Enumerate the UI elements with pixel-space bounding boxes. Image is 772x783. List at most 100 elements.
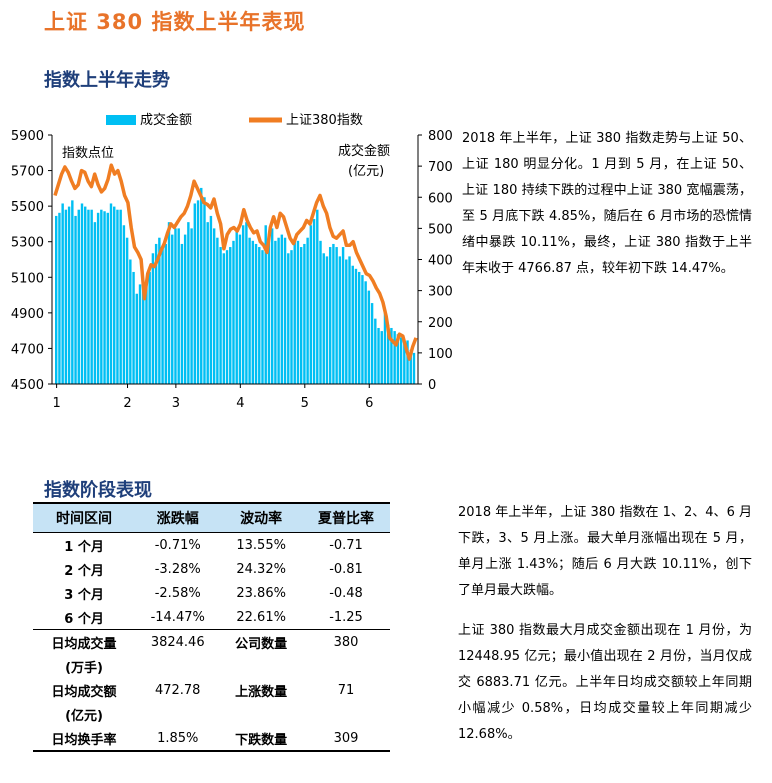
daily-turnover-value: 472.78 bbox=[154, 682, 201, 698]
turnover-bar bbox=[151, 253, 155, 384]
turnover-bar bbox=[377, 327, 380, 384]
daily-volume-value: 3824.46 bbox=[135, 629, 221, 654]
turnover-bar bbox=[380, 331, 383, 384]
turnover-bar bbox=[196, 200, 200, 384]
table-row: 3 个月 -2.58% 23.86% -0.48 bbox=[33, 581, 390, 605]
turnover-bar bbox=[132, 271, 135, 384]
turnover-bar bbox=[296, 240, 300, 384]
volatility-cell: 13.55% bbox=[236, 537, 286, 553]
turnover-bar bbox=[154, 243, 158, 384]
right-tick-label: 100 bbox=[428, 347, 453, 362]
turnover-bar bbox=[412, 352, 416, 385]
page-title: 上证 380 指数上半年表现 bbox=[44, 10, 306, 34]
volatility-cell: 24.32% bbox=[236, 561, 286, 577]
turnover-bar bbox=[183, 234, 187, 384]
volatility-cell: 23.86% bbox=[236, 585, 286, 601]
turnover-bar bbox=[106, 212, 109, 384]
turnover-bar bbox=[216, 237, 219, 384]
turnover-bar bbox=[55, 215, 58, 384]
turnover-bar bbox=[145, 287, 148, 384]
turnover-bar bbox=[277, 237, 280, 384]
turnover-bar bbox=[100, 209, 103, 384]
daily-turnover-unit: (亿元) bbox=[65, 708, 103, 724]
turnover-bar bbox=[364, 281, 367, 384]
left-tick-label: 5500 bbox=[11, 200, 44, 215]
left-tick-label: 4700 bbox=[11, 342, 44, 357]
turnover-bar bbox=[370, 303, 374, 384]
turnover-bar bbox=[171, 234, 174, 384]
turnover-bar bbox=[180, 243, 184, 384]
turnover-bar bbox=[293, 240, 296, 384]
turnover-bar bbox=[403, 343, 406, 384]
turnover-bar bbox=[158, 237, 161, 384]
turnover-bar bbox=[325, 256, 329, 384]
turnover-bar bbox=[109, 203, 113, 384]
falling-count-value: 309 bbox=[333, 730, 359, 746]
turnover-bar bbox=[232, 240, 235, 384]
change-cell: -14.47% bbox=[150, 609, 205, 625]
sharpe-cell: -1.25 bbox=[329, 609, 363, 625]
turnover-bar bbox=[174, 228, 177, 385]
right-tick-label: 800 bbox=[428, 129, 453, 144]
right-tick-label: 0 bbox=[428, 378, 436, 393]
sharpe-cell: -0.71 bbox=[329, 537, 363, 553]
left-tick-label: 5700 bbox=[11, 165, 44, 180]
turnover-bar bbox=[80, 203, 84, 384]
right-tick-label: 200 bbox=[428, 316, 453, 331]
turnover-bar bbox=[351, 265, 354, 384]
chart-section-title: 指数上半年走势 bbox=[44, 70, 170, 91]
chart-ticks: 5900570055005300510049004700450080070060… bbox=[11, 129, 453, 411]
turnover-bar bbox=[116, 209, 119, 384]
turnover-bars bbox=[55, 187, 416, 385]
rising-count-value: 71 bbox=[337, 682, 355, 698]
turnover-bar bbox=[67, 206, 71, 384]
empty-cell bbox=[220, 654, 302, 678]
daily-turnover-label: 日均成交额 bbox=[51, 684, 117, 700]
turnover-bar bbox=[393, 331, 396, 384]
turnover-bar bbox=[77, 209, 80, 384]
legend-line-label: 上证380指数 bbox=[286, 113, 363, 128]
table-row: 1 个月 -0.71% 13.55% -0.71 bbox=[33, 533, 390, 558]
turnover-bar bbox=[167, 222, 171, 384]
turnover-bar bbox=[261, 250, 264, 384]
turnover-bar bbox=[248, 237, 251, 384]
turnover-bar bbox=[309, 225, 313, 384]
turnover-bar bbox=[103, 211, 106, 384]
left-axis-title: 指数点位 bbox=[62, 146, 114, 161]
turnover-bar bbox=[251, 240, 255, 384]
left-tick-label: 4500 bbox=[11, 378, 44, 393]
turnover-bar bbox=[61, 203, 64, 384]
right-tick-label: 500 bbox=[428, 222, 453, 237]
turnover-bar bbox=[254, 243, 258, 384]
stage-performance-table: 时间区间 涨跌幅 波动率 夏普比率 1 个月 -0.71% 13.55% -0.… bbox=[33, 502, 390, 752]
turnover-bar bbox=[161, 247, 164, 384]
turnover-bar bbox=[135, 293, 138, 384]
turnover-bar bbox=[312, 219, 316, 384]
turnover-bar bbox=[203, 197, 206, 384]
turnover-bar bbox=[90, 209, 93, 384]
table-row: 2 个月 -3.28% 24.32% -0.81 bbox=[33, 557, 390, 581]
turnover-bar bbox=[341, 247, 345, 384]
turnover-bar bbox=[71, 200, 74, 384]
x-tick-label: 4 bbox=[236, 396, 244, 411]
daily-volume-unit: (万手) bbox=[65, 660, 103, 676]
header-change: 涨跌幅 bbox=[135, 503, 221, 533]
turnover-bar bbox=[390, 327, 393, 384]
turnover-bar bbox=[87, 209, 90, 384]
turnover-paragraph: 上证 380 指数最大月成交金额出现在 1 月份，为 12448.95 亿元；最… bbox=[458, 623, 752, 742]
turnover-bar bbox=[303, 243, 306, 384]
table-row: 日均换手率 1.85% 下跌数量 309 bbox=[33, 726, 390, 751]
right-axis-unit: (亿元) bbox=[348, 164, 384, 179]
turnover-bar bbox=[306, 237, 309, 384]
turnover-bar bbox=[406, 340, 409, 384]
table-row: 6 个月 -14.47% 22.61% -1.25 bbox=[33, 605, 390, 630]
turnover-bar bbox=[399, 337, 403, 384]
turnover-bar bbox=[129, 259, 132, 384]
turnover-bar bbox=[222, 253, 226, 384]
turnover-bar bbox=[396, 334, 400, 384]
turnover-bar bbox=[274, 240, 277, 384]
turnover-bar bbox=[74, 215, 77, 384]
left-tick-label: 4900 bbox=[11, 307, 44, 322]
x-tick-label: 2 bbox=[123, 396, 131, 411]
turnover-bar bbox=[164, 243, 168, 384]
